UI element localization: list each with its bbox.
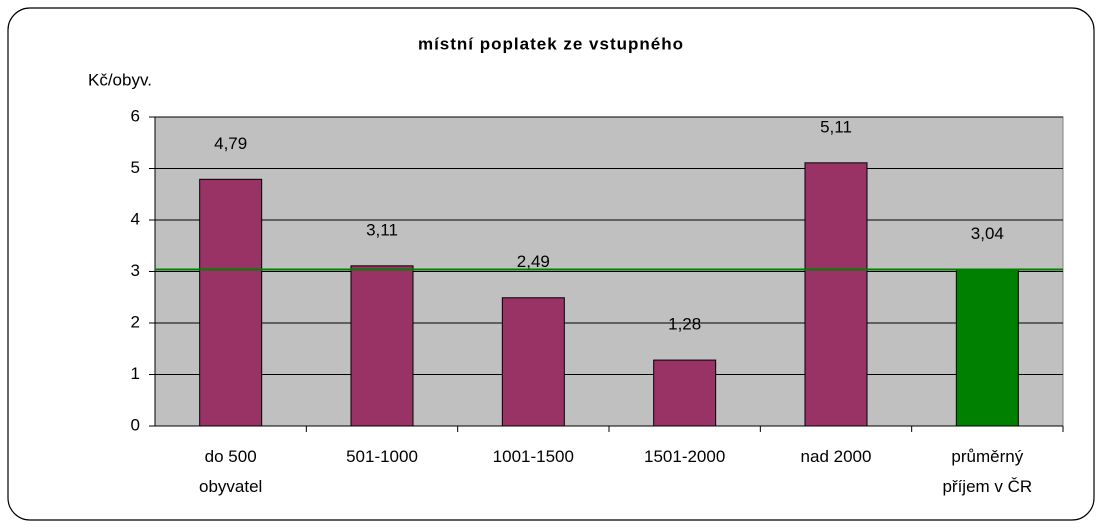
x-tick-label: nad 2000 bbox=[800, 447, 872, 466]
bar bbox=[653, 359, 717, 427]
y-tick-label: 2 bbox=[131, 312, 140, 331]
y-tick-label: 3 bbox=[131, 261, 140, 280]
y-tick-label: 6 bbox=[131, 106, 140, 125]
value-label: 5,11 bbox=[820, 117, 852, 136]
y-axis-label: Kč/obyv. bbox=[88, 70, 152, 89]
value-label: 3,11 bbox=[366, 220, 398, 239]
x-tick-label: průměrný příjem v ČR bbox=[942, 447, 1033, 496]
x-tick-label: 501-1000 bbox=[346, 447, 418, 466]
y-tick-label: 5 bbox=[131, 158, 140, 177]
bar bbox=[350, 265, 414, 427]
chart-title: místní poplatek ze vstupného bbox=[418, 34, 684, 53]
x-tick-label: 1001-1500 bbox=[492, 447, 574, 466]
bar bbox=[501, 297, 565, 427]
value-label: 3,04 bbox=[971, 224, 1004, 243]
value-label: 1,28 bbox=[668, 315, 701, 334]
bar bbox=[199, 178, 263, 427]
y-tick-label: 1 bbox=[131, 364, 140, 383]
y-tick-label: 0 bbox=[131, 415, 140, 434]
x-tick-label: 1501-2000 bbox=[644, 447, 726, 466]
bar bbox=[955, 268, 1019, 427]
value-label: 2,49 bbox=[517, 252, 550, 271]
bar bbox=[804, 162, 868, 427]
x-tick-label: do 500 obyvatel bbox=[198, 447, 263, 496]
value-label: 4,79 bbox=[214, 134, 247, 153]
y-tick-label: 4 bbox=[131, 209, 140, 228]
